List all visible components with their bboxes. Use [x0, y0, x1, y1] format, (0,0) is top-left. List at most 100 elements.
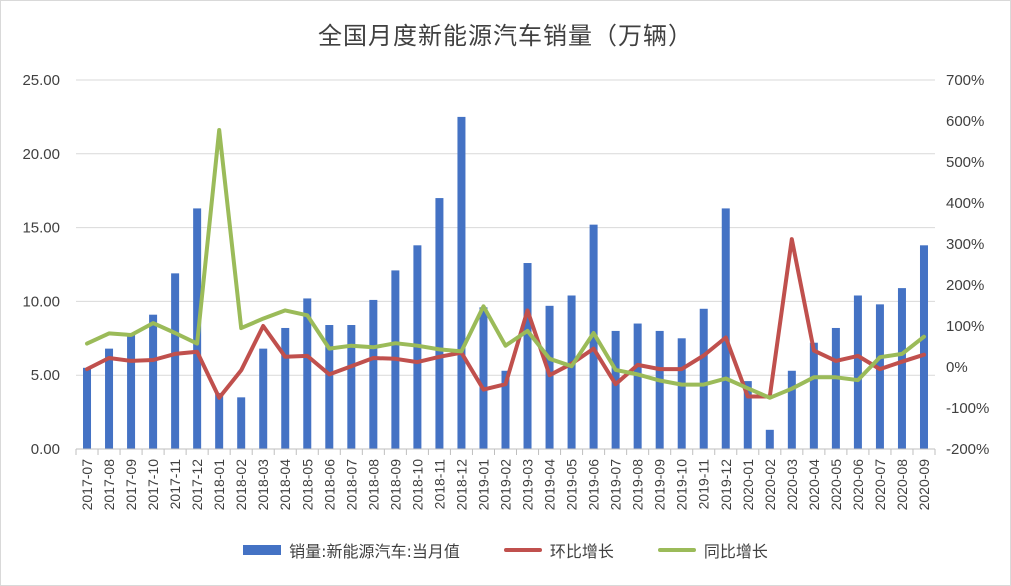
x-tick-label: 2017-08: [101, 459, 117, 511]
x-tick-label: 2019-04: [542, 459, 558, 511]
bar: [809, 342, 818, 449]
x-tick-label: 2019-03: [520, 459, 536, 511]
legend-label-sales: 销量:新能源汽车:当月值: [289, 542, 460, 561]
x-tick-label: 2018-04: [277, 459, 293, 511]
bar: [765, 429, 774, 449]
bar: [919, 245, 928, 449]
left-tick-label: 25.00: [22, 72, 60, 89]
x-tick-label: 2020-06: [850, 459, 866, 511]
legend-swatch-yoy: [657, 548, 696, 552]
x-tick-label: 2018-11: [431, 459, 447, 510]
x-tick-label: 2018-08: [365, 459, 381, 511]
bar: [347, 325, 356, 449]
left-tick-label: 20.00: [22, 146, 60, 163]
bar: [325, 325, 334, 449]
right-tick-label: 200%: [946, 277, 984, 294]
bar: [831, 327, 840, 449]
x-tick-label: 2020-03: [784, 459, 800, 511]
x-tick-label: 2020-01: [740, 459, 756, 511]
bar: [237, 397, 246, 449]
x-tick-label: 2019-05: [564, 459, 580, 511]
x-tick-label: 2020-07: [872, 459, 888, 511]
x-tick-label: 2018-07: [343, 459, 359, 511]
bar: [215, 392, 224, 449]
bar: [83, 367, 92, 449]
yoy-growth-line: [85, 128, 926, 400]
x-tick-label: 2018-03: [255, 459, 271, 511]
x-tick-label: 2019-07: [608, 459, 624, 511]
legend-swatch-sales: [243, 545, 282, 555]
x-tick-label: 2018-01: [211, 459, 227, 511]
line-series: [85, 128, 926, 400]
bar: [105, 348, 114, 449]
bar: [523, 263, 532, 449]
right-tick-label: 700%: [946, 72, 984, 89]
x-tick-label: 2019-12: [718, 459, 734, 511]
gridlines: [76, 79, 935, 376]
x-tick-label: 2017-09: [123, 459, 139, 511]
bar: [435, 198, 444, 449]
legend-swatch-mom: [503, 548, 542, 552]
bar: [897, 288, 906, 449]
bar: [281, 327, 290, 449]
legend-item-yoy: 同比增长: [657, 538, 768, 562]
bar: [369, 299, 378, 449]
x-tick-label: 2019-10: [674, 459, 690, 511]
bar: [545, 305, 554, 449]
x-tick-label: 2017-12: [189, 459, 205, 511]
axes: 0.00 5.00 10.00 15.00 20.00 25.00 -200% -100% 0%…: [22, 72, 989, 510]
x-tick-label: 2019-06: [586, 459, 602, 511]
bar: [127, 333, 136, 449]
x-tick-label: 2020-08: [894, 459, 910, 511]
right-tick-label: -100%: [946, 400, 989, 417]
right-tick-label: -200%: [946, 441, 989, 458]
bar: [567, 295, 576, 449]
legend-item-mom: 环比增长: [503, 538, 614, 562]
bar: [479, 307, 488, 449]
right-tick-label: 100%: [946, 318, 984, 335]
legend-label-yoy: 同比增长: [703, 542, 768, 561]
bar: [303, 298, 312, 449]
x-tick-label: 2018-09: [387, 459, 403, 511]
left-tick-label: 10.00: [22, 293, 60, 310]
bar: [875, 304, 884, 449]
x-tick-label: 2019-01: [475, 459, 491, 511]
bar: [171, 273, 180, 449]
bar: [611, 330, 620, 449]
left-tick-label: 0.00: [31, 441, 60, 458]
x-tick-label: 2019-09: [652, 459, 668, 511]
bar: [787, 370, 796, 449]
right-tick-label: 400%: [946, 195, 984, 212]
bar: [501, 370, 510, 449]
bar: [633, 323, 642, 449]
legend-item-sales: 销量:新能源汽车:当月值: [243, 538, 460, 562]
bar: [655, 330, 664, 449]
right-tick-label: 300%: [946, 236, 984, 253]
x-tick-label: 2017-11: [167, 459, 183, 510]
x-tick-label: 2020-02: [762, 459, 778, 511]
right-tick-label: 500%: [946, 154, 984, 171]
x-tick-label: 2020-09: [916, 459, 932, 511]
x-tick-label: 2020-05: [828, 459, 844, 511]
x-tick-label: 2019-08: [630, 459, 646, 511]
x-tick-label: 2018-05: [299, 459, 315, 511]
bar: [699, 308, 708, 449]
x-tick-label: 2019-02: [498, 459, 514, 511]
x-tick-label: 2020-04: [806, 459, 822, 511]
x-tick-label: 2018-12: [453, 459, 469, 511]
left-tick-label: 5.00: [31, 367, 60, 384]
x-tick-label: 2018-10: [409, 459, 425, 511]
bar: [259, 348, 268, 449]
mom-growth-line: [85, 237, 926, 400]
bar: [743, 381, 752, 449]
left-tick-label: 15.00: [22, 220, 60, 237]
bar: [721, 208, 730, 449]
legend: 销量:新能源汽车:当月值 环比增长 同比增长: [0, 538, 1011, 562]
bar: [677, 338, 686, 449]
bar: [457, 116, 466, 450]
x-tick-label: 2017-07: [79, 459, 95, 511]
bar: [853, 295, 862, 449]
x-tick-label: 2018-02: [233, 459, 249, 511]
right-tick-label: 0%: [946, 359, 968, 376]
